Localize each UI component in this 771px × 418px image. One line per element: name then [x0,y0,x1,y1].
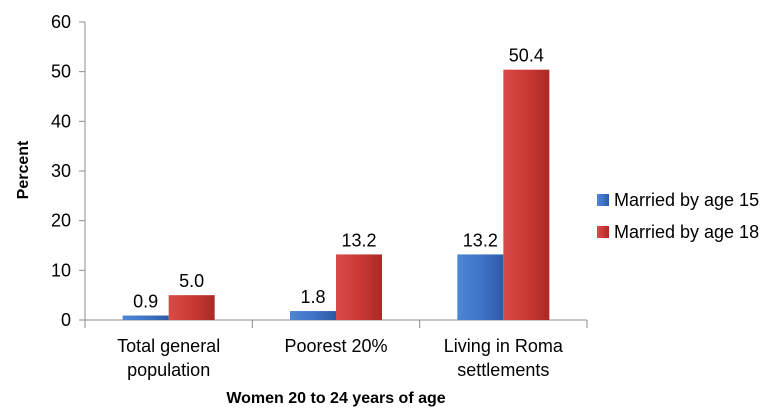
x-category-label: Total general [117,336,220,356]
y-tick-label: 20 [51,211,71,231]
bar-age15 [122,315,169,320]
bar-age18 [168,295,215,320]
y-tick-label: 50 [51,62,71,82]
bar-age15 [290,311,336,320]
data-label: 5.0 [179,271,204,291]
bar-age18 [503,69,550,321]
bars [122,69,550,321]
x-category-label: population [127,360,210,380]
data-label: 50.4 [509,46,544,66]
x-category-label: settlements [457,360,549,380]
data-label: 13.2 [341,230,376,250]
legend-swatch [597,226,609,238]
y-tick-label: 10 [51,260,71,280]
y-tick-label: 30 [51,161,71,181]
bar-age15 [457,254,504,320]
legend: Married by age 15 Married by age 18 [597,190,759,242]
legend-label: Married by age 18 [614,222,759,242]
y-tick-label: 40 [51,111,71,131]
y-axis-title: Percent [15,140,32,199]
x-category-label: Living in Roma [444,336,564,356]
y-tick-label: 60 [51,12,71,32]
data-label: 1.8 [300,287,325,307]
data-labels: 0.9 5.0 1.8 13.2 13.2 50.4 [133,46,544,312]
legend-swatch [597,194,609,206]
bar-age18 [336,254,382,320]
y-tick-label: 0 [61,310,71,330]
data-label: 13.2 [463,230,498,250]
legend-label: Married by age 15 [614,190,759,210]
x-axis-title: Women 20 to 24 years of age [226,390,445,407]
x-category-label: Poorest 20% [284,336,387,356]
data-label: 0.9 [133,292,158,312]
axes: 0 10 20 30 40 50 60 Total general population Poor… [51,12,588,380]
